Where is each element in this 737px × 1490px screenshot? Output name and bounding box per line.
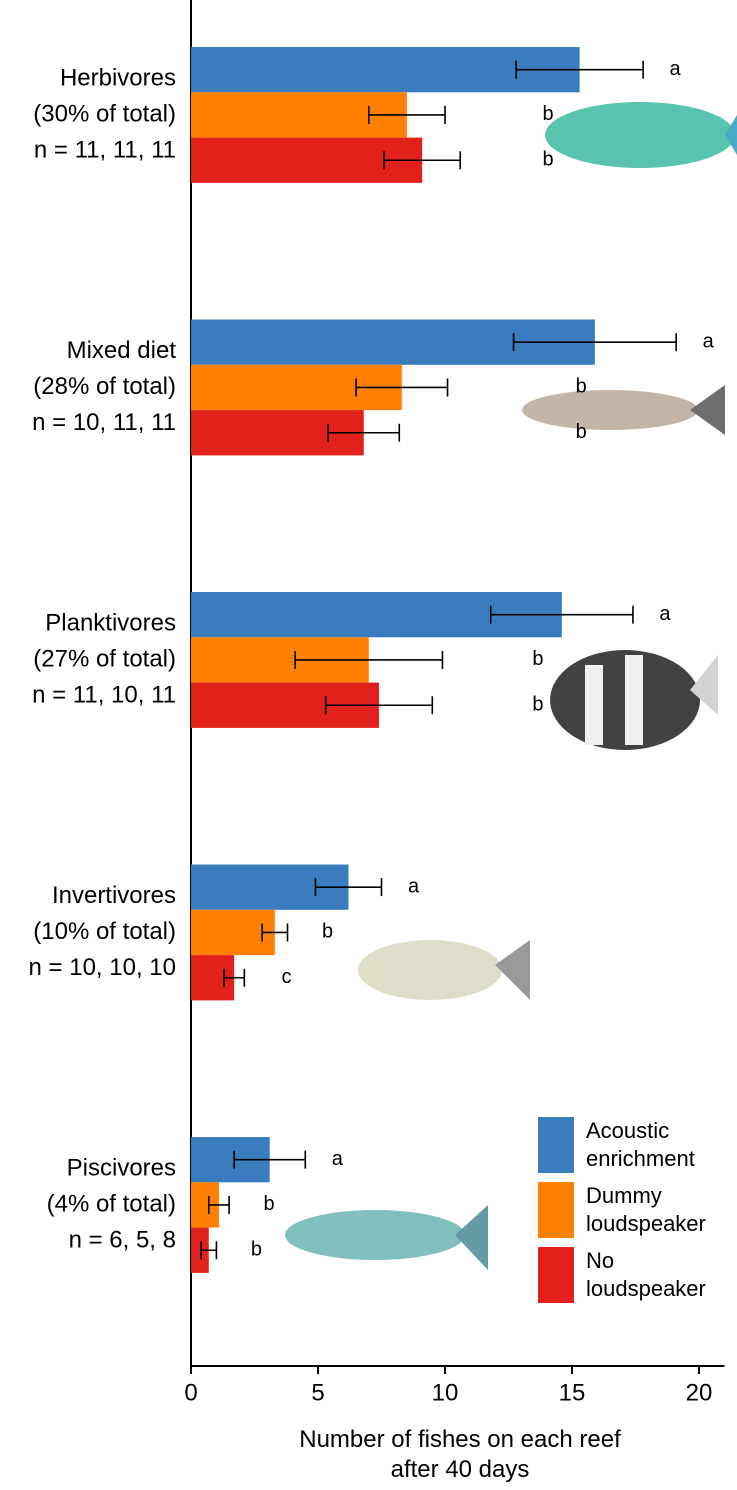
error-bar: [314, 878, 383, 897]
x-axis-label: Number of fishes on each reef after 40 d…: [299, 1426, 621, 1483]
significance-letter: b: [543, 149, 554, 171]
significance-letter: a: [408, 875, 420, 897]
category-label: Piscivores: [67, 1154, 176, 1181]
x-tick-label: 15: [559, 1379, 586, 1406]
error-bar: [327, 423, 401, 442]
error-bar: [324, 696, 434, 715]
legend-swatch: [538, 1247, 574, 1303]
significance-letter: b: [543, 103, 554, 125]
error-bar: [515, 60, 644, 79]
category-label: Herbivores: [60, 64, 176, 91]
x-tick-label: 5: [311, 1379, 324, 1406]
category-label: Planktivores: [45, 609, 176, 636]
error-bar: [207, 1195, 230, 1214]
error-bar: [200, 1241, 218, 1260]
category-note: n = 6, 5, 8: [69, 1226, 176, 1253]
legend-label: No loudspeaker: [586, 1248, 706, 1301]
category-note: n = 10, 10, 10: [29, 954, 176, 981]
significance-letter: b: [251, 1239, 262, 1261]
category-note: (4% of total): [47, 1190, 176, 1217]
error-bar: [223, 968, 246, 987]
category-note: (28% of total): [33, 373, 176, 400]
error-bar: [294, 650, 444, 669]
significance-letter: b: [576, 376, 587, 398]
category-note: (10% of total): [33, 918, 176, 945]
category-note: n = 11, 11, 11: [34, 136, 176, 163]
fish-illustration: [285, 102, 737, 1270]
legend-swatch: [538, 1117, 574, 1173]
significance-letter: a: [332, 1148, 344, 1170]
category-label: Invertivores: [52, 882, 176, 909]
bar: [191, 47, 580, 93]
category-label: Mixed diet: [67, 337, 177, 364]
legend-label: Dummy loudspeaker: [586, 1183, 706, 1236]
significance-letter: b: [532, 694, 543, 716]
error-bar: [261, 923, 289, 942]
significance-letter: b: [322, 921, 333, 943]
significance-letter: b: [576, 421, 587, 443]
significance-letter: c: [282, 966, 292, 988]
error-bar: [355, 378, 449, 397]
significance-letter: b: [532, 648, 543, 670]
x-tick-label: 20: [686, 1379, 713, 1406]
category-note: n = 11, 10, 11: [32, 681, 176, 708]
significance-letter: a: [670, 58, 682, 80]
error-bar: [383, 151, 462, 170]
error-bar: [512, 333, 677, 352]
legend-swatch: [538, 1182, 574, 1238]
x-tick-label: 10: [432, 1379, 459, 1406]
error-bar: [489, 605, 634, 624]
category-note: (27% of total): [33, 645, 176, 672]
legend-label: Acoustic enrichment: [586, 1118, 695, 1171]
bar: [191, 1227, 209, 1273]
error-bar: [368, 105, 446, 124]
x-tick-label: 0: [184, 1379, 197, 1406]
bar: [191, 909, 275, 956]
significance-letter: a: [659, 603, 671, 625]
significance-letter: a: [703, 330, 715, 352]
category-note: n = 10, 11, 11: [32, 409, 176, 436]
category-note: (30% of total): [33, 100, 176, 127]
error-bar: [233, 1150, 307, 1169]
significance-letter: b: [264, 1193, 275, 1215]
